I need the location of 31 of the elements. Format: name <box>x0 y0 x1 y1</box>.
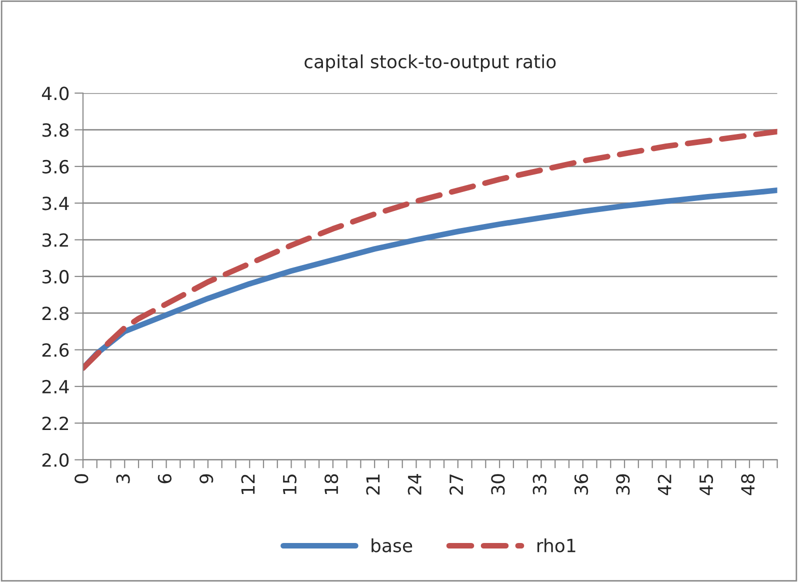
x-tick-label: 42 <box>658 474 672 496</box>
chart-title: capital stock-to-output ratio <box>304 54 556 72</box>
x-tick-label: 45 <box>700 474 714 496</box>
x-tick-label: 36 <box>574 474 588 495</box>
x-tick-label: 18 <box>324 474 338 494</box>
x-tick-label: 21 <box>366 474 380 495</box>
y-tick-label: 2.6 <box>42 343 69 357</box>
x-tick-label: 9 <box>200 474 214 484</box>
y-tick-label: 3.4 <box>42 196 69 210</box>
x-tick-label: 15 <box>283 474 297 494</box>
x-tick-label: 12 <box>241 474 255 494</box>
y-tick-label: 2.2 <box>42 416 68 430</box>
legend-label: rho1 <box>537 538 576 552</box>
x-tick-label: 0 <box>74 474 88 484</box>
y-tick-label: 3.2 <box>42 233 68 247</box>
y-tick-label: 2.0 <box>42 453 69 467</box>
x-tick-label: 6 <box>158 474 172 484</box>
y-tick-label: 2.4 <box>42 380 69 394</box>
x-tick-label: 24 <box>408 474 422 495</box>
y-tick-label: 4.0 <box>42 86 69 100</box>
x-tick-label: 27 <box>449 474 463 495</box>
legend-label: base <box>372 538 412 552</box>
x-tick-label: 33 <box>532 474 546 495</box>
x-tick-label: 3 <box>116 474 130 484</box>
y-tick-label: 2.8 <box>42 306 69 320</box>
y-tick-label: 3.0 <box>42 270 69 284</box>
x-tick-label: 48 <box>741 474 755 496</box>
y-tick-label: 3.6 <box>42 160 69 174</box>
x-tick-label: 30 <box>491 474 505 495</box>
y-tick-label: 3.8 <box>42 123 69 137</box>
x-tick-label: 39 <box>616 474 630 495</box>
